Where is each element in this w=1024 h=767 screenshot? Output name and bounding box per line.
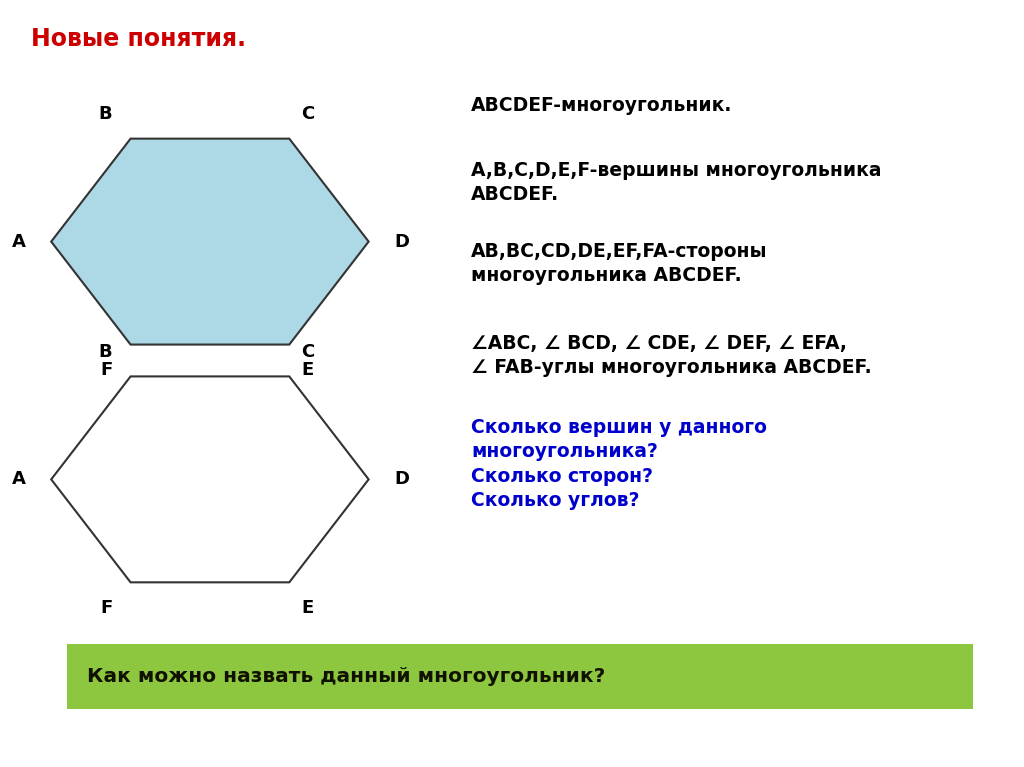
Text: Как можно назвать данный многоугольник?: Как можно назвать данный многоугольник? — [87, 667, 605, 686]
Text: Новые понятия.: Новые понятия. — [31, 27, 246, 51]
Text: E: E — [301, 361, 313, 380]
Text: A: A — [11, 470, 26, 489]
Text: D: D — [394, 232, 410, 251]
Text: D: D — [394, 470, 410, 489]
Text: B: B — [98, 343, 113, 361]
Text: ABCDEF-многоугольник.: ABCDEF-многоугольник. — [471, 96, 732, 115]
Text: F: F — [100, 599, 112, 617]
Text: F: F — [100, 361, 112, 380]
Text: C: C — [301, 105, 314, 123]
Text: Сколько вершин у данного
многоугольника?
Сколько сторон?
Сколько углов?: Сколько вершин у данного многоугольника?… — [471, 418, 767, 510]
Text: A,B,C,D,E,F-вершины многоугольника
ABCDEF.: A,B,C,D,E,F-вершины многоугольника ABCDE… — [471, 161, 882, 204]
Text: A: A — [11, 232, 26, 251]
Text: C: C — [301, 343, 314, 361]
Text: E: E — [301, 599, 313, 617]
Text: AB,BC,CD,DE,EF,FA-стороны
многоугольника ABCDEF.: AB,BC,CD,DE,EF,FA-стороны многоугольника… — [471, 242, 768, 285]
Text: ∠ABC, ∠ BCD, ∠ CDE, ∠ DEF, ∠ EFA,
∠ FAB-углы многоугольника ABCDEF.: ∠ABC, ∠ BCD, ∠ CDE, ∠ DEF, ∠ EFA, ∠ FAB-… — [471, 334, 871, 377]
FancyBboxPatch shape — [67, 644, 973, 709]
Text: B: B — [98, 105, 113, 123]
Polygon shape — [51, 139, 369, 344]
